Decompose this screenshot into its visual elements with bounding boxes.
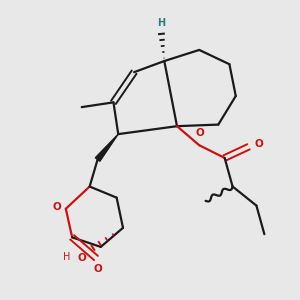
Text: O: O <box>196 128 204 138</box>
Text: O: O <box>77 253 86 263</box>
Text: O: O <box>254 139 263 149</box>
Text: O: O <box>93 264 102 274</box>
Text: H: H <box>63 252 70 262</box>
Text: H: H <box>157 18 165 28</box>
Text: O: O <box>52 202 61 212</box>
Polygon shape <box>95 134 118 161</box>
